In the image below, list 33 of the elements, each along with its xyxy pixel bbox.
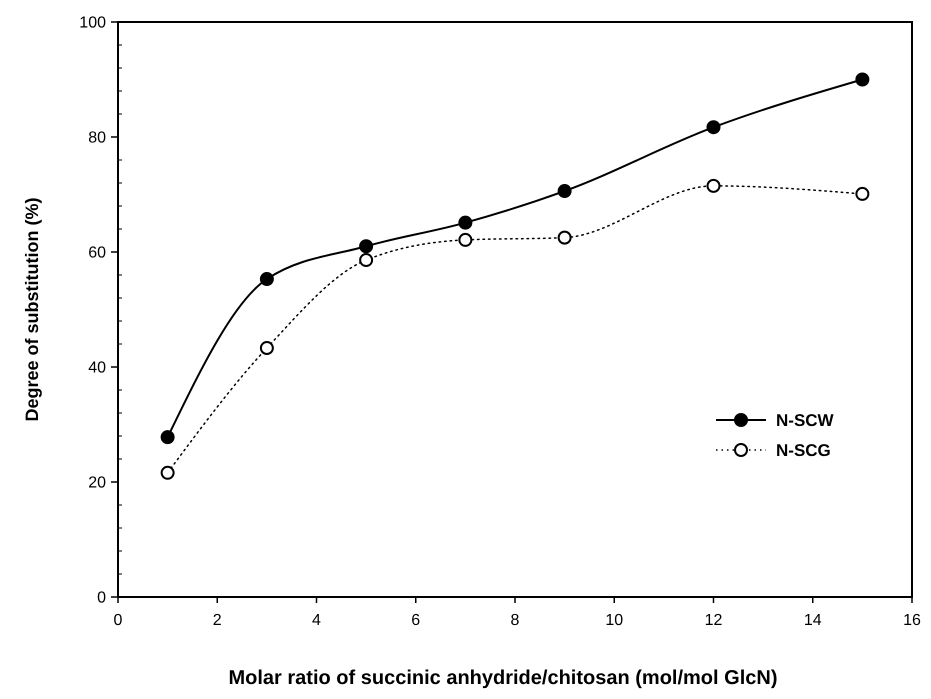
y-tick-label: 0 xyxy=(97,590,106,607)
point xyxy=(706,120,720,134)
x-axis-title: Molar ratio of succinic anhydride/chitosan (mol/mol GlcN) xyxy=(228,667,778,689)
point xyxy=(359,239,374,254)
point xyxy=(260,272,274,286)
x-tick-label: 8 xyxy=(510,612,520,629)
point xyxy=(160,430,175,444)
point xyxy=(558,184,572,198)
point xyxy=(160,466,175,480)
y-axis-title: Degree of substitution (%) xyxy=(22,197,42,422)
x-tick-label: 0 xyxy=(114,612,123,629)
point xyxy=(458,216,472,230)
y-tick-label: 20 xyxy=(88,474,106,492)
point xyxy=(855,72,870,86)
point xyxy=(260,341,274,356)
x-tick-label: 2 xyxy=(212,612,222,629)
x-tick-label: 10 xyxy=(605,612,624,629)
point xyxy=(855,186,870,201)
x-tick-label: 12 xyxy=(704,612,722,629)
legend-label: N-SCW xyxy=(776,410,835,430)
x-tick-label: 6 xyxy=(411,612,420,629)
point xyxy=(706,178,720,193)
point xyxy=(558,230,572,245)
point xyxy=(458,232,472,247)
y-tick-label: 80 xyxy=(88,130,106,147)
x-tick-label: 16 xyxy=(903,612,921,629)
y-tick-label: 40 xyxy=(88,360,106,377)
x-tick-label: 14 xyxy=(804,612,822,629)
y-tick-label: 100 xyxy=(79,14,106,32)
legend-label: N-SCG xyxy=(776,440,831,460)
point xyxy=(359,253,374,268)
y-tick-label: 60 xyxy=(88,244,106,262)
x-tick-label: 4 xyxy=(312,612,322,629)
